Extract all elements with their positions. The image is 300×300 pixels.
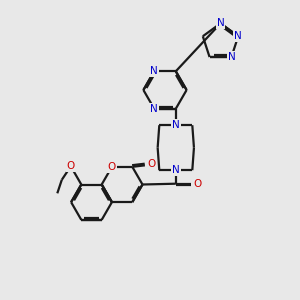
Text: O: O [108, 162, 116, 172]
Text: N: N [172, 120, 180, 130]
Text: O: O [147, 159, 156, 169]
Text: O: O [67, 161, 75, 171]
Text: O: O [193, 179, 202, 189]
Text: N: N [228, 52, 235, 62]
Text: N: N [234, 31, 242, 41]
Text: N: N [217, 18, 224, 28]
Text: N: N [150, 104, 158, 114]
Text: N: N [172, 165, 180, 175]
Text: N: N [150, 66, 158, 76]
